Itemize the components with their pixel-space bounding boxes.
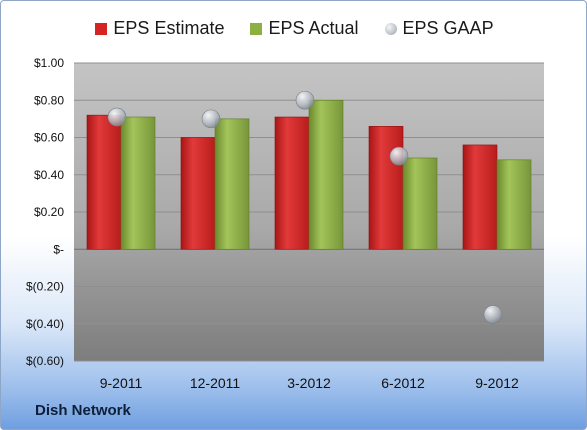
- gaap-markers: [107, 90, 503, 324]
- y-tick-label: $0.40: [34, 168, 64, 182]
- eps-estimate-bar: [180, 137, 216, 250]
- x-tick-label: 6-2012: [381, 375, 425, 391]
- legend-item-eps-gaap: EPS GAAP: [384, 18, 494, 39]
- y-tick-label: $0.60: [34, 131, 64, 145]
- eps-gaap-marker: [483, 305, 503, 324]
- eps-actual-bar: [402, 157, 438, 250]
- legend-label-eps-gaap: EPS GAAP: [402, 18, 494, 38]
- y-tick-label: $(0.20): [26, 280, 64, 294]
- y-axis-ticks: $1.00 $0.80 $0.60 $0.40 $0.20 $- $(0.20) $(0.40…: [26, 56, 64, 368]
- x-tick-label: 3-2012: [287, 375, 331, 391]
- eps-gaap-marker: [295, 90, 315, 110]
- company-name: Dish Network: [35, 402, 131, 419]
- legend-swatch-eps-actual: [250, 22, 263, 35]
- legend-swatch-eps-gaap: [384, 22, 397, 35]
- x-tick-label: 12-2011: [190, 375, 241, 391]
- legend-label-eps-estimate: EPS Estimate: [113, 18, 225, 38]
- y-tick-label: $0.20: [34, 205, 64, 219]
- bars: [86, 99, 532, 250]
- legend-item-eps-estimate: EPS Estimate: [95, 18, 224, 39]
- x-axis-ticks: 9-2011 12-2011 3-2012 6-2012 9-2012: [100, 375, 519, 391]
- eps-estimate-bar: [86, 114, 122, 250]
- eps-estimate-bar: [368, 126, 404, 250]
- x-tick-label: 9-2011: [100, 375, 143, 391]
- eps-actual-bar: [120, 116, 156, 250]
- eps-actual-bar: [308, 99, 344, 250]
- eps-estimate-bar: [274, 116, 310, 250]
- legend-swatch-eps-estimate: [95, 22, 108, 35]
- legend-item-eps-actual: EPS Actual: [250, 18, 359, 39]
- eps-gaap-marker: [107, 107, 127, 127]
- y-tick-label: $(0.40): [26, 317, 64, 331]
- y-tick-label: $(0.60): [26, 354, 64, 368]
- legend-label-eps-actual: EPS Actual: [268, 18, 359, 38]
- eps-actual-bar: [496, 159, 532, 250]
- eps-gaap-marker: [201, 109, 221, 129]
- y-tick-label: $1.00: [34, 56, 64, 70]
- chart-legend: EPS Estimate EPS Actual EPS GAAP: [1, 18, 586, 39]
- y-tick-label: $-: [53, 242, 64, 256]
- x-tick-label: 9-2012: [475, 375, 519, 391]
- eps-actual-bar: [214, 118, 250, 250]
- y-tick-label: $0.80: [34, 93, 64, 107]
- eps-estimate-bar: [462, 144, 498, 250]
- eps-gaap-marker: [389, 146, 409, 166]
